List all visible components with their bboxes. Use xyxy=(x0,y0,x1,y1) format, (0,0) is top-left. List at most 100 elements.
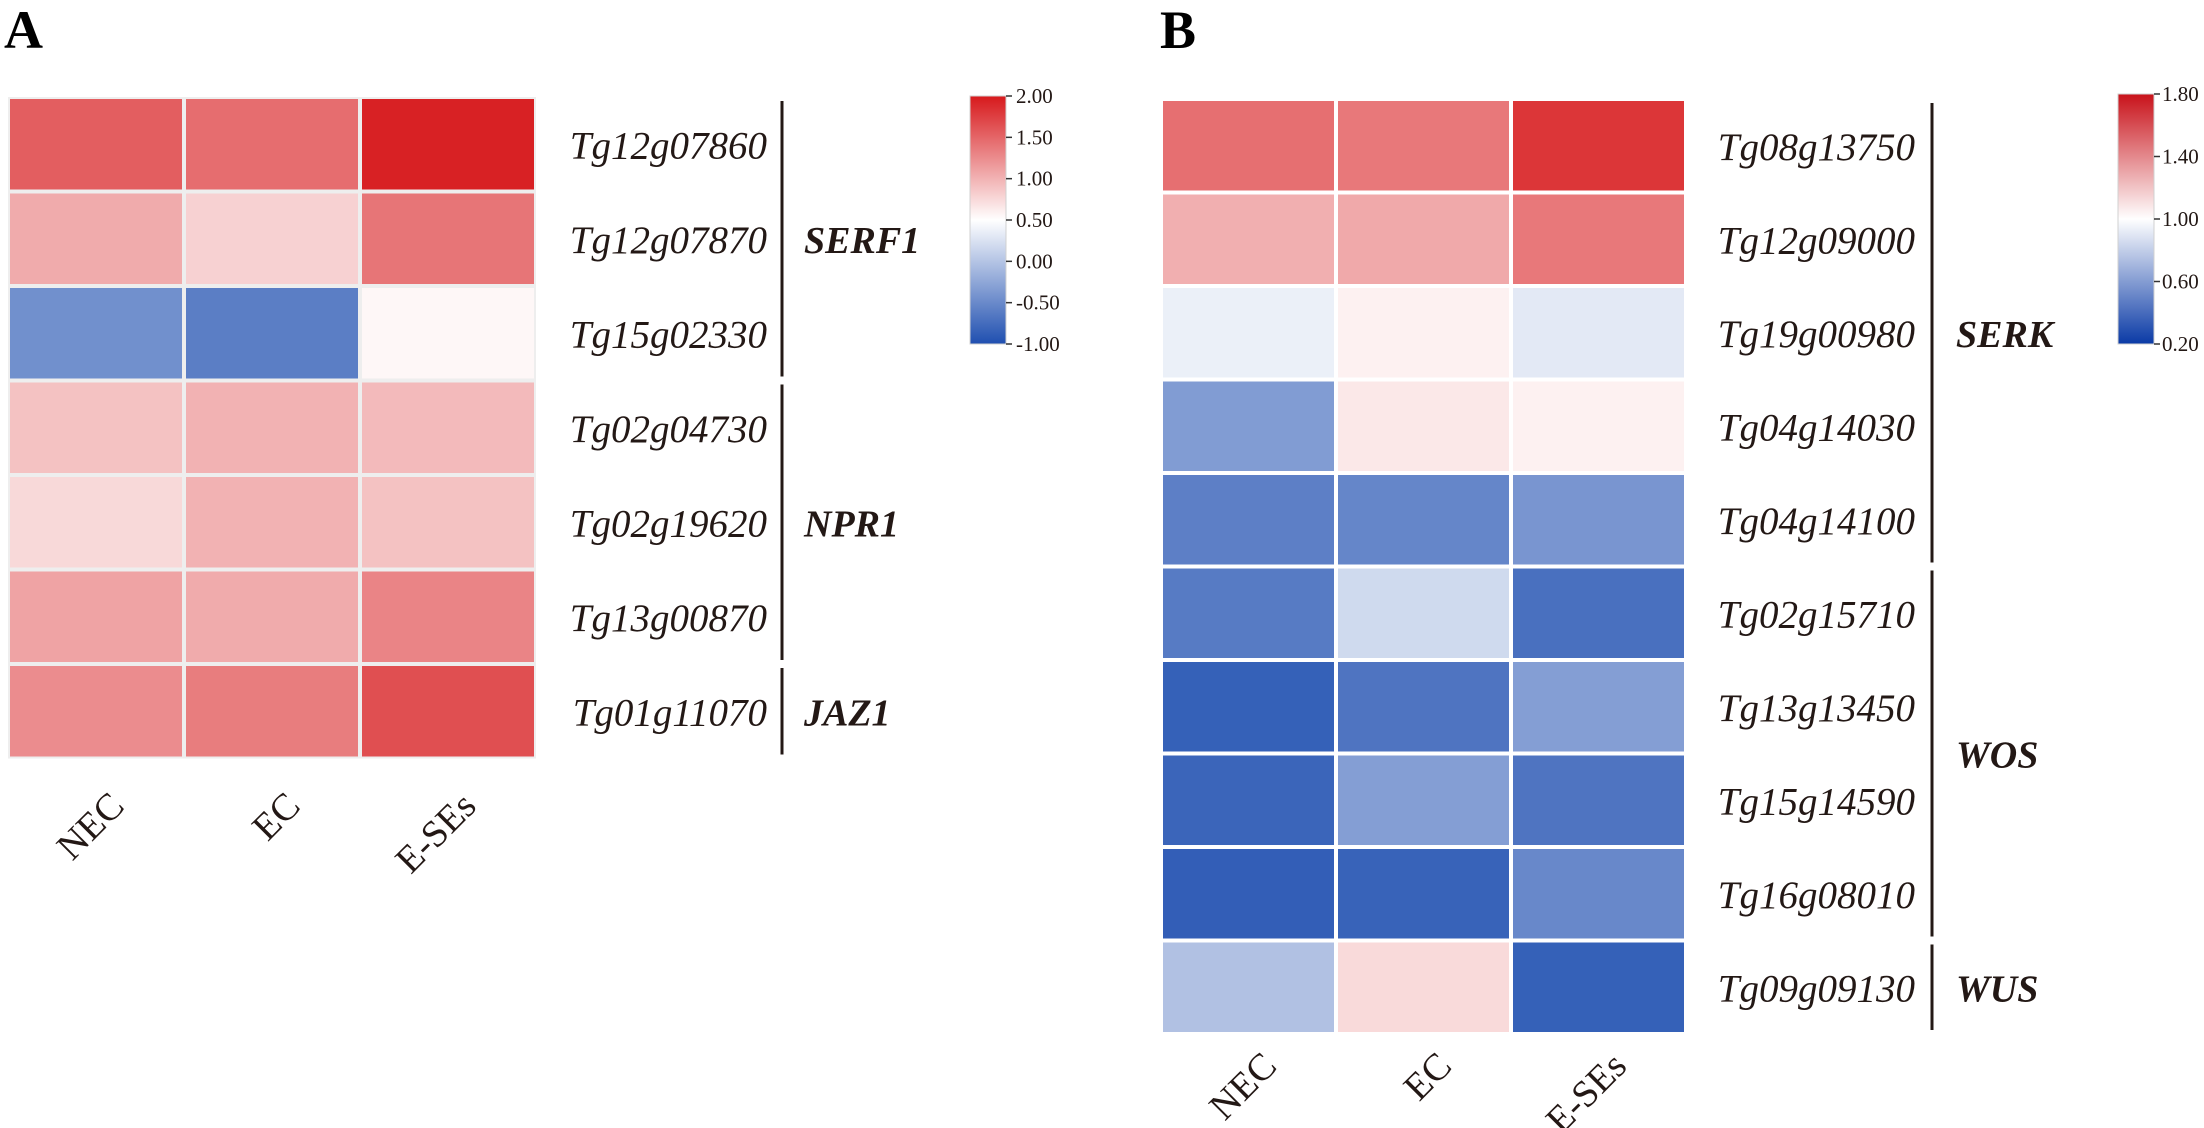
column-label: E-SEs xyxy=(387,785,484,882)
colorbar-tick-label: 1.40 xyxy=(2162,145,2199,169)
heatmap-cell xyxy=(1513,942,1684,1032)
row-label: Tg02g15710 xyxy=(1718,593,1915,636)
heatmap-cell xyxy=(186,382,358,473)
heatmap-cell xyxy=(1163,381,1334,471)
heatmap-cell xyxy=(186,99,358,190)
row-label: Tg19g00980 xyxy=(1718,313,1915,356)
heatmap-cell xyxy=(1163,475,1334,565)
row-labels-b: Tg08g13750 Tg12g09000 Tg19g00980 Tg04g14030… xyxy=(1718,126,1915,1011)
heatmap-cell xyxy=(186,288,358,379)
row-label: Tg15g14590 xyxy=(1718,780,1915,823)
heatmap-cell xyxy=(1163,942,1334,1032)
heatmap-cell xyxy=(1513,381,1684,471)
row-label: Tg02g19620 xyxy=(570,502,767,545)
heatmap-cell xyxy=(1513,475,1684,565)
heatmap-cell xyxy=(10,99,182,190)
colorbar-tick-label: 2.00 xyxy=(1016,84,1053,108)
heatmap-cell xyxy=(362,193,534,284)
heatmap-cell xyxy=(10,288,182,379)
heatmap-cell xyxy=(1163,662,1334,752)
colorbar-tick-label: -0.50 xyxy=(1016,291,1060,315)
heatmap-cell xyxy=(1163,288,1334,378)
heatmap-cell xyxy=(10,382,182,473)
colorbar-tick-label: 1.00 xyxy=(1016,167,1053,191)
heatmap-cell xyxy=(1513,662,1684,752)
heatmap-cell xyxy=(1338,381,1509,471)
colorbar-tick-label: 0.20 xyxy=(2162,332,2199,356)
heatmap-cell xyxy=(1338,755,1509,845)
column-label: E-SEs xyxy=(1538,1045,1635,1128)
heatmap-cell xyxy=(10,193,182,284)
heatmap-cell xyxy=(10,571,182,662)
colorbar-a: 2.00 1.50 1.00 0.50 0.00 -0.50 -1.00 xyxy=(969,84,1060,356)
heatmap-cell xyxy=(362,477,534,568)
group-label: SERF1 xyxy=(804,220,920,262)
colorbar-tick-label: -1.00 xyxy=(1016,332,1060,356)
column-label: EC xyxy=(1396,1045,1460,1109)
heatmap-cell xyxy=(1338,475,1509,565)
heatmap-cell xyxy=(1513,288,1684,378)
group-label: SERK xyxy=(1956,314,2056,356)
heatmap-cells-b xyxy=(1163,101,1684,1032)
heatmap-cells-a xyxy=(8,97,536,759)
heatmap-cell xyxy=(1163,849,1334,939)
row-label: Tg13g00870 xyxy=(570,597,767,640)
heatmap-cell xyxy=(186,571,358,662)
heatmap-cell xyxy=(1513,755,1684,845)
heatmap-cell xyxy=(10,477,182,568)
heatmap-cell xyxy=(362,99,534,190)
heatmap-cell xyxy=(1338,101,1509,191)
column-label: EC xyxy=(244,785,308,849)
colorbar-b-gradient xyxy=(2117,93,2155,345)
heatmap-cell xyxy=(1513,101,1684,191)
column-label: NEC xyxy=(49,785,132,868)
heatmap-panel-a: Tg12g07860 Tg12g07870 Tg15g02330 Tg02g04730… xyxy=(8,84,1060,882)
heatmap-cell xyxy=(1163,194,1334,284)
row-label: Tg12g09000 xyxy=(1718,219,1915,262)
group-label: NPR1 xyxy=(803,503,899,545)
group-brackets-a: SERF1 NPR1 JAZ1 xyxy=(780,101,920,755)
heatmap-cell xyxy=(1338,849,1509,939)
row-label: Tg12g07870 xyxy=(570,219,767,262)
row-label: Tg04g14100 xyxy=(1718,500,1915,543)
heatmap-cell xyxy=(1163,568,1334,658)
heatmap-cell xyxy=(1163,755,1334,845)
column-label: NEC xyxy=(1201,1045,1284,1128)
colorbar-tick-label: 1.80 xyxy=(2162,82,2199,106)
group-label: JAZ1 xyxy=(803,692,891,734)
heatmap-cell xyxy=(1163,101,1334,191)
colorbar-tick-label: 0.60 xyxy=(2162,270,2199,294)
heatmap-cell xyxy=(362,288,534,379)
group-brackets-b: SERK WOS WUS xyxy=(1930,103,2056,1030)
colorbar-tick-label: 0.50 xyxy=(1016,208,1053,232)
heatmap-cell xyxy=(362,666,534,757)
row-label: Tg16g08010 xyxy=(1718,874,1915,917)
heatmap-cell xyxy=(1338,662,1509,752)
column-labels-b: NEC EC E-SEs xyxy=(1201,1045,1634,1128)
row-label: Tg08g13750 xyxy=(1718,126,1915,169)
heatmap-panel-b: Tg08g13750 Tg12g09000 Tg19g00980 Tg04g14030… xyxy=(1163,82,2199,1128)
heatmap-cell xyxy=(1338,942,1509,1032)
row-label: Tg09g09130 xyxy=(1718,967,1915,1010)
panel-label-b: B xyxy=(1160,0,1196,60)
heatmap-cell xyxy=(1338,568,1509,658)
column-labels-a: NEC EC E-SEs xyxy=(49,785,484,882)
colorbar-a-gradient xyxy=(969,95,1007,345)
colorbar-tick-label: 0.00 xyxy=(1016,249,1053,273)
heatmap-cell xyxy=(186,193,358,284)
heatmap-cell xyxy=(10,666,182,757)
row-labels-a: Tg12g07860 Tg12g07870 Tg15g02330 Tg02g04730… xyxy=(570,124,767,734)
group-label: WUS xyxy=(1956,968,2038,1010)
heatmap-cell xyxy=(1513,194,1684,284)
heatmap-cell xyxy=(362,382,534,473)
panel-label-a: A xyxy=(4,0,43,60)
heatmap-cell xyxy=(1338,288,1509,378)
heatmap-cell xyxy=(186,666,358,757)
group-label: WOS xyxy=(1956,735,2038,777)
row-label: Tg12g07860 xyxy=(570,124,767,167)
row-label: Tg02g04730 xyxy=(570,408,767,451)
row-label: Tg13g13450 xyxy=(1718,687,1915,730)
heatmap-cell xyxy=(1513,849,1684,939)
heatmap-cell xyxy=(186,477,358,568)
